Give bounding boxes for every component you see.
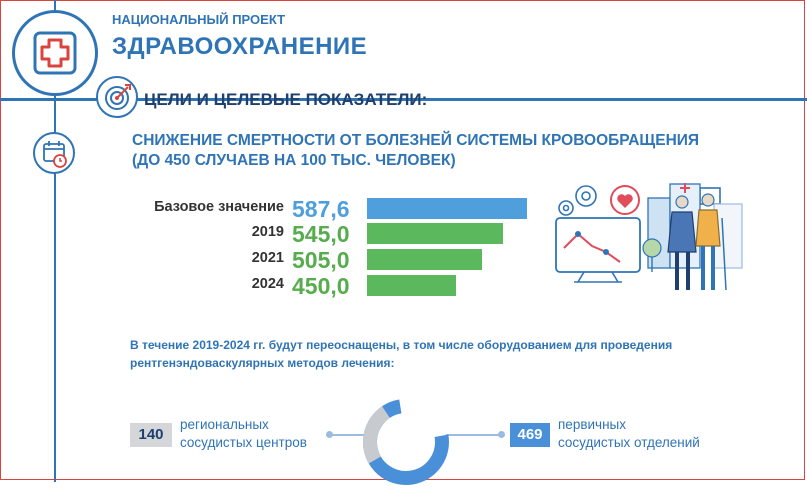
target-icon	[105, 84, 131, 110]
regional-centers-count: 140	[130, 423, 172, 447]
left-connector	[330, 434, 366, 436]
row-label: 2021	[251, 250, 284, 266]
row-value: 450,0	[292, 273, 350, 299]
equipment-note-line1: В течение 2019-2024 гг. будут переоснаще…	[130, 338, 673, 352]
primary-departments-line2: сосудистых отделений	[558, 435, 700, 450]
target-icon-circle	[96, 76, 138, 118]
row-value: 505,0	[292, 247, 350, 273]
primary-departments-line1: первичных	[558, 417, 626, 432]
goal-title: СНИЖЕНИЕ СМЕРТНОСТИ ОТ БОЛЕЗНЕЙ СИСТЕМЫ …	[132, 131, 752, 171]
regional-centers-line1: региональных	[180, 417, 269, 432]
right-connector-dot	[498, 431, 505, 438]
primary-departments-count: 469	[510, 423, 550, 447]
header-emblem	[12, 10, 98, 96]
regional-centers-label: региональных сосудистых центров	[180, 416, 307, 452]
calendar-icon-circle	[33, 132, 75, 174]
right-connector	[446, 434, 502, 436]
project-label: НАЦИОНАЛЬНЫЙ ПРОЕКТ	[112, 12, 286, 27]
goals-title: ЦЕЛИ И ЦЕЛЕВЫЕ ПОКАЗАТЕЛИ:	[144, 90, 428, 109]
goal-title-line2: (ДО 450 СЛУЧАЕВ НА 100 ТЫС. ЧЕЛОВЕК)	[132, 152, 456, 169]
equipment-note-line2: рентгенэндоваскулярных методов лечения:	[130, 356, 395, 370]
row-bar	[367, 249, 482, 270]
goal-title-line1: СНИЖЕНИЕ СМЕРТНОСТИ ОТ БОЛЕЗНЕЙ СИСТЕМЫ …	[132, 132, 700, 149]
primary-departments-label: первичных сосудистых отделений	[558, 416, 700, 452]
row-label: 2024	[251, 276, 284, 292]
equipment-note: В течение 2019-2024 гг. будут переоснаще…	[130, 336, 750, 372]
medical-cross-icon	[33, 31, 77, 75]
row-value: 587,6	[292, 196, 350, 222]
left-connector-dot	[326, 431, 333, 438]
donut-ring	[363, 399, 449, 486]
row-bar	[367, 198, 527, 219]
regional-centers-line2: сосудистых центров	[180, 435, 307, 450]
row-label: Базовое значение	[154, 199, 284, 215]
row-value: 545,0	[292, 221, 350, 247]
calendar-clock-icon	[43, 141, 67, 168]
row-bar	[367, 223, 503, 244]
row-bar	[367, 275, 456, 296]
header-divider	[0, 98, 807, 101]
project-name: ЗДРАВООХРАНЕНИЕ	[112, 33, 368, 60]
timeline-line	[54, 0, 56, 482]
healthcare-illustration	[555, 183, 743, 291]
row-label: 2019	[251, 224, 284, 240]
